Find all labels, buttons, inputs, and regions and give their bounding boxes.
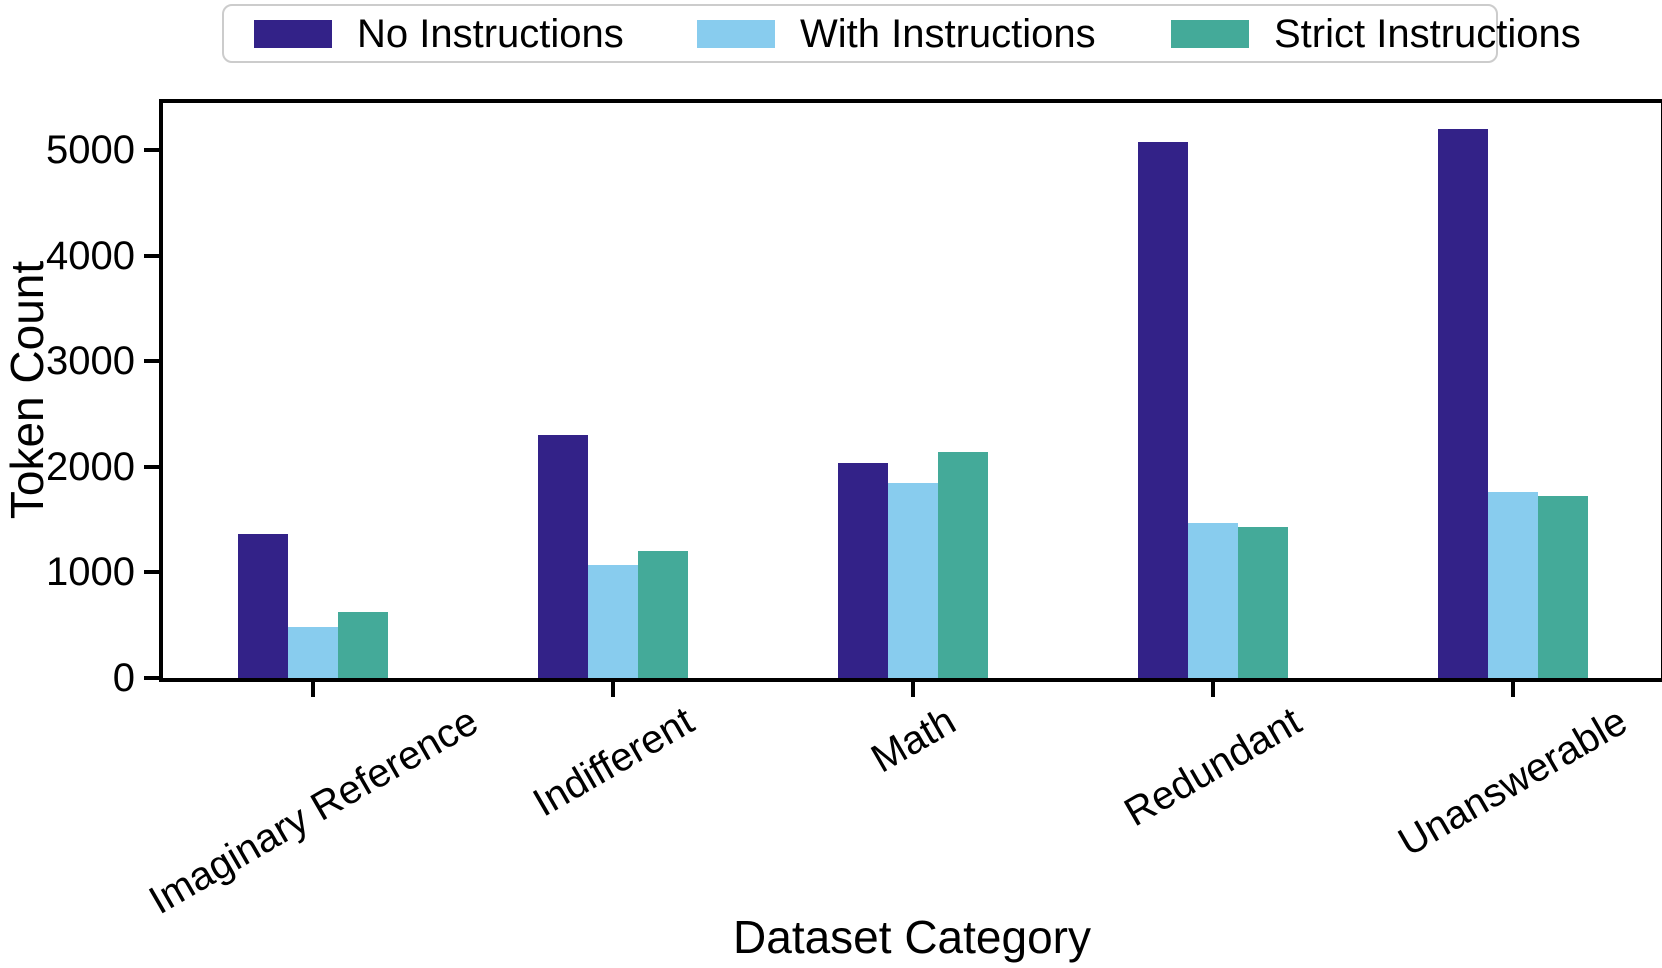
legend-label: With Instructions	[800, 11, 1096, 56]
y-tick-label: 5000	[46, 128, 135, 173]
legend-swatch-icon	[254, 19, 332, 48]
bar-imaginary-reference-with-instructions	[288, 626, 338, 678]
legend-item-strict-instructions: Strict Instructions	[1171, 12, 1581, 56]
bar-unanswerable-no-instructions	[1438, 129, 1488, 678]
y-tick-mark	[144, 148, 159, 153]
bar-indifferent-strict-instructions	[638, 551, 688, 678]
x-tick-mark	[311, 682, 315, 697]
x-axis-label: Dataset Category	[733, 911, 1091, 963]
x-tick-label: Indifferent	[525, 698, 701, 826]
y-tick-mark	[144, 570, 159, 575]
bar-imaginary-reference-strict-instructions	[338, 611, 388, 678]
y-tick-mark	[144, 464, 159, 469]
plot-area: 0 1000 2000 3000 4000 5000 Imaginary Reference…	[46, 103, 1661, 922]
bar-imaginary-reference-no-instructions	[238, 533, 288, 678]
y-tick-mark	[144, 253, 159, 258]
y-axis-label: Token Count	[1, 260, 54, 520]
bar-redundant-no-instructions	[1138, 141, 1188, 678]
bar-indifferent-with-instructions	[588, 564, 638, 678]
x-tick-label: Imaginary Reference	[141, 698, 485, 923]
x-tick-mark	[1211, 682, 1215, 697]
bar-redundant-with-instructions	[1188, 523, 1238, 678]
bar-math-no-instructions	[838, 462, 888, 678]
legend-label: No Instructions	[357, 11, 624, 56]
y-tick-label: 1000	[46, 550, 135, 595]
x-tick-mark	[611, 682, 615, 697]
bar-math-with-instructions	[888, 482, 938, 678]
legend-swatch-icon	[1171, 19, 1249, 48]
bar-math-strict-instructions	[938, 452, 988, 678]
y-tick-label: 0	[112, 656, 135, 700]
legend-item-no-instructions: No Instructions	[254, 12, 624, 56]
y-tick-mark	[144, 676, 159, 680]
bar-redundant-strict-instructions	[1238, 526, 1288, 678]
y-tick-label: 4000	[46, 233, 135, 278]
x-tick-label: Unanswerable	[1391, 698, 1635, 865]
x-tick-label: Redundant	[1117, 698, 1309, 835]
y-tick-mark	[144, 359, 159, 364]
legend-item-with-instructions: With Instructions	[697, 12, 1096, 56]
y-tick-label: 2000	[46, 444, 135, 489]
y-tick-label: 3000	[46, 339, 135, 384]
x-tick-mark	[1511, 682, 1515, 697]
legend-swatch-icon	[697, 19, 775, 48]
x-tick-mark	[911, 682, 915, 697]
bar-unanswerable-strict-instructions	[1538, 496, 1588, 678]
legend-label: Strict Instructions	[1274, 11, 1581, 56]
bar-indifferent-no-instructions	[538, 435, 588, 678]
bar-unanswerable-with-instructions	[1488, 491, 1538, 678]
x-tick-label: Math	[863, 698, 963, 782]
legend: No Instructions With Instructions Strict I…	[222, 4, 1581, 63]
